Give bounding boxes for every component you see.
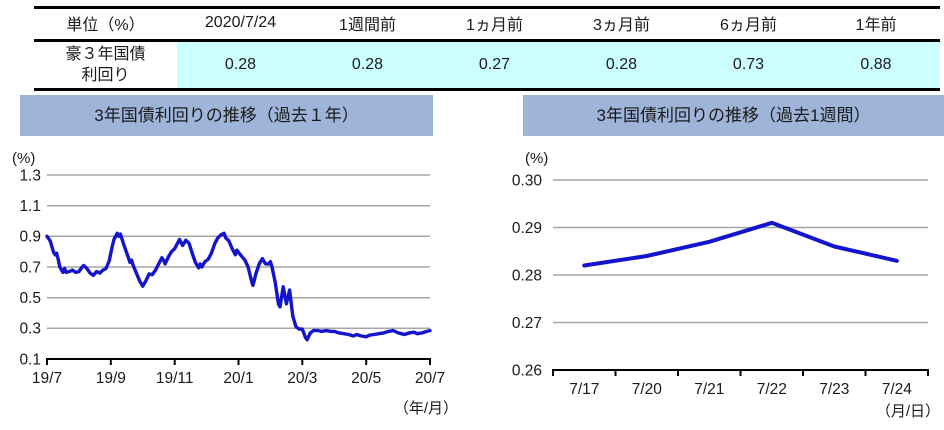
- table-header-latest-date: 2020/7/24: [177, 7, 304, 42]
- y-tick-label: 0.3: [19, 321, 41, 338]
- y-axis-unit-label: (%): [525, 150, 548, 167]
- y-tick-label: 0.29: [512, 220, 542, 237]
- table-header-unit: 単位（%）: [34, 7, 177, 42]
- chart-title-past-1week: 3年国債利回りの推移（過去1週間）: [523, 95, 944, 136]
- x-tick-label: 7/22: [757, 381, 787, 398]
- x-tick-label: 7/24: [882, 381, 913, 398]
- table-header-1year-ago: 1年前: [812, 7, 940, 42]
- y-axis-unit-label: (%): [12, 150, 35, 167]
- y-tick-label: 1.3: [19, 167, 41, 184]
- x-axis-unit-label: （年/月）: [394, 400, 458, 417]
- x-tick-label: 19/11: [156, 370, 194, 387]
- y-tick-label: 0.5: [19, 290, 41, 307]
- x-tick-label: 7/21: [694, 381, 724, 398]
- y-tick-label: 0.28: [512, 267, 542, 284]
- value-1week-ago: 0.28: [304, 40, 431, 90]
- x-tick-label: 20/1: [223, 370, 253, 387]
- table-row: 豪３年国債 利回り 0.28 0.28 0.27 0.28 0.73 0.88: [34, 40, 940, 90]
- x-tick-label: 20/7: [415, 370, 445, 387]
- x-tick-label: 20/5: [351, 370, 381, 387]
- x-tick-label: 7/23: [819, 381, 849, 398]
- yield-line-1week: [582, 220, 899, 268]
- table-header-3months-ago: 3ヵ月前: [558, 7, 685, 42]
- value-6months-ago: 0.73: [685, 40, 812, 90]
- y-tick-label: 0.7: [19, 259, 41, 276]
- value-latest: 0.28: [177, 40, 304, 90]
- table-header-1week-ago: 1週間前: [304, 7, 431, 42]
- yield-line-1year: [45, 231, 432, 342]
- x-tick-label: 19/9: [96, 370, 126, 387]
- y-tick-label: 0.30: [512, 172, 543, 189]
- y-tick-label: 0.26: [512, 362, 542, 379]
- table-header-1month-ago: 1ヵ月前: [431, 7, 558, 42]
- x-axis-unit-label: （月/日）: [876, 403, 940, 420]
- y-tick-label: 0.1: [19, 351, 41, 368]
- chart-title-past-1year: 3年国債利回りの推移（過去１年）: [20, 95, 433, 136]
- row-label-au-3y-yield: 豪３年国債 利回り: [65, 46, 146, 84]
- table-header-row: 単位（%） 2020/7/24 1週間前 1ヵ月前 3ヵ月前 6ヵ月前 1年前: [34, 7, 940, 42]
- table-header-6months-ago: 6ヵ月前: [685, 7, 812, 42]
- yield-chart-past-1year: 0.1 0.3 0.5 0.7 0.9 1.1 1.3 19/7 19/9 19/11 20/1 20…: [12, 150, 458, 417]
- yield-summary-table: 単位（%） 2020/7/24 1週間前 1ヵ月前 3ヵ月前 6ヵ月前 1年前 …: [34, 6, 940, 91]
- value-1year-ago: 0.88: [812, 40, 940, 90]
- x-tick-label: 7/17: [569, 381, 599, 398]
- yield-chart-past-1week: 0.26 0.27 0.28 0.29 0.30 7/17 7/20 7/21 7/22 7/23…: [512, 150, 940, 420]
- value-3months-ago: 0.28: [558, 40, 685, 90]
- x-tick-label: 20/3: [287, 370, 317, 387]
- y-tick-label: 0.27: [512, 315, 542, 332]
- x-tick-label: 19/7: [32, 370, 62, 387]
- y-tick-label: 1.1: [19, 198, 41, 215]
- value-1month-ago: 0.27: [431, 40, 558, 90]
- y-tick-label: 0.9: [19, 229, 41, 246]
- x-tick-label: 7/20: [632, 381, 663, 398]
